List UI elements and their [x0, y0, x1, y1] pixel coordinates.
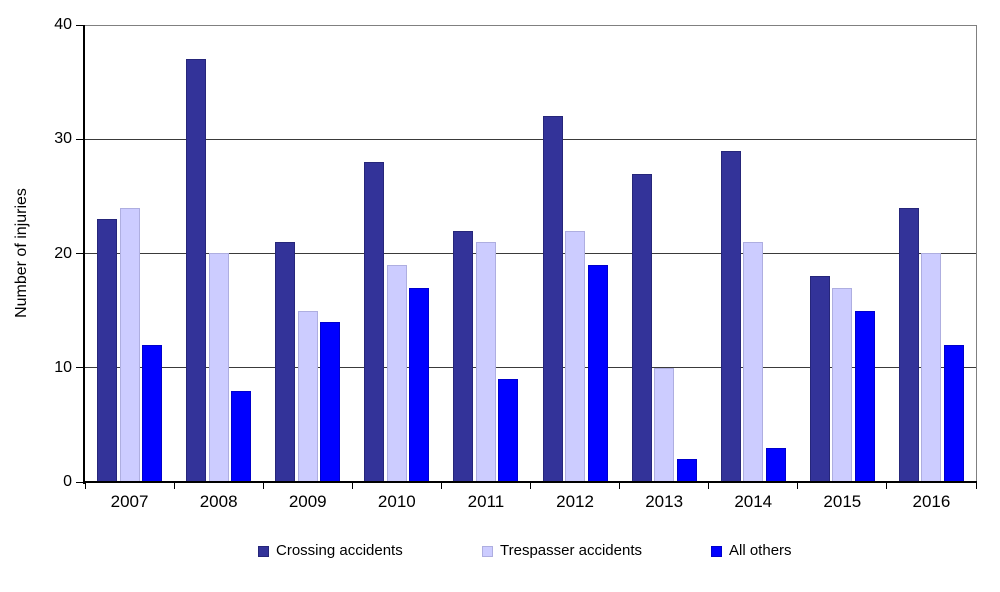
bar: [409, 288, 429, 482]
x-tick-label: 2007: [110, 492, 149, 511]
x-tick-mark: [708, 483, 710, 489]
x-tick-mark: [975, 483, 977, 489]
legend-swatch-icon: [711, 545, 722, 557]
legend-item: Crossing accidents: [258, 541, 403, 561]
y-tick-label: 20: [54, 244, 72, 262]
bar: [721, 151, 741, 482]
bar: [832, 288, 852, 482]
bar: [186, 59, 206, 482]
bar: [743, 242, 763, 482]
legend-item: Trespasser accidents: [482, 541, 642, 561]
gridline: [85, 138, 976, 140]
bar: [944, 345, 964, 482]
x-tick-label: 2009: [288, 492, 327, 511]
y-tick-mark: [76, 138, 83, 140]
y-axis-title: Number of injuries: [13, 188, 30, 318]
bar: [476, 242, 496, 482]
bar: [677, 459, 697, 482]
x-tick-mark: [440, 483, 442, 489]
x-tick-mark: [886, 483, 888, 489]
bar: [97, 219, 117, 482]
bar: [588, 265, 608, 482]
legend-label: All others: [729, 542, 792, 559]
x-tick-label: 2015: [823, 492, 862, 511]
legend-swatch-icon: [482, 545, 493, 557]
bar: [364, 162, 384, 482]
bar: [810, 276, 830, 482]
x-tick-mark: [351, 483, 353, 489]
bar: [855, 311, 875, 482]
legend-label: Crossing accidents: [276, 542, 403, 559]
bar: [453, 231, 473, 482]
legend-item: All others: [711, 541, 792, 561]
x-tick-mark: [84, 483, 86, 489]
bar: [298, 311, 318, 482]
x-tick-label: 2008: [199, 492, 238, 511]
x-tick-label: 2016: [912, 492, 951, 511]
bar: [209, 253, 229, 482]
x-tick-label: 2011: [467, 492, 505, 511]
x-tick-mark: [619, 483, 621, 489]
bar: [654, 368, 674, 482]
bar: [142, 345, 162, 482]
bar: [899, 208, 919, 482]
x-tick-mark: [262, 483, 264, 489]
y-tick-mark: [76, 253, 83, 254]
bar: [766, 448, 786, 482]
x-tick-label: 2010: [377, 492, 416, 511]
bar: [387, 265, 407, 482]
y-tick-label: 30: [54, 130, 72, 148]
y-tick-mark: [76, 367, 83, 369]
bar: [632, 174, 652, 482]
bar: [498, 379, 518, 482]
legend-label: Trespasser accidents: [500, 542, 643, 559]
x-tick-label: 2012: [556, 492, 594, 511]
x-tick-mark: [173, 483, 175, 489]
x-tick-label: 2014: [734, 492, 773, 511]
y-tick-label: 0: [63, 473, 72, 490]
y-tick-label: 10: [54, 358, 72, 376]
y-axis-line: [83, 25, 85, 484]
plot-area: [85, 25, 977, 483]
bar: [120, 208, 140, 482]
bar: [275, 242, 295, 482]
y-tick-mark: [76, 24, 83, 26]
bar: [921, 253, 941, 482]
y-tick-label: 40: [54, 16, 72, 33]
bar: [320, 322, 340, 482]
bar: [543, 116, 563, 482]
bar: [231, 391, 251, 482]
bar: [565, 231, 585, 482]
legend-swatch-icon: [258, 545, 269, 557]
gridline: [85, 253, 976, 254]
x-axis-line: [83, 481, 977, 483]
x-tick-mark: [797, 483, 799, 489]
gridline: [85, 367, 976, 369]
x-tick-label: 2013: [645, 492, 684, 511]
y-tick-mark: [76, 481, 83, 483]
x-tick-mark: [530, 483, 531, 489]
